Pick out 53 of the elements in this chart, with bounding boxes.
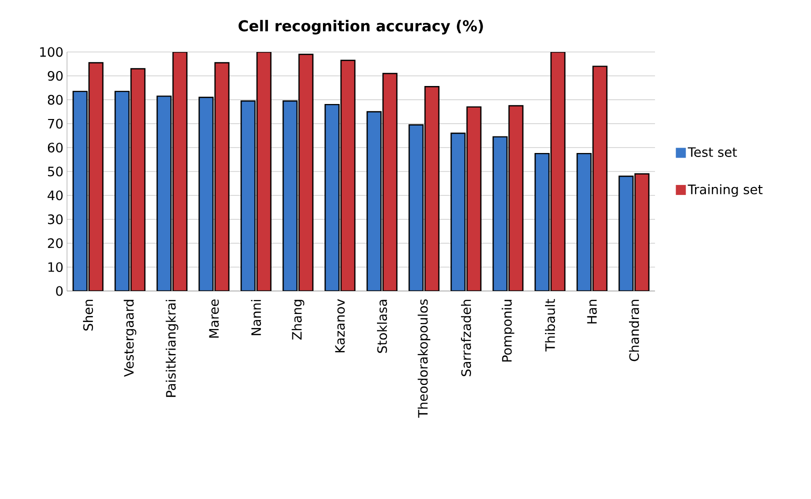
y-tick-label: 20: [48, 238, 63, 248]
y-tick-label: 40: [48, 190, 63, 200]
bar: [340, 60, 356, 291]
x-tick-label: Han: [587, 300, 597, 324]
bar: [466, 106, 482, 291]
bar: [592, 66, 608, 291]
x-tick-label: Theodorakopoulos: [418, 299, 430, 418]
x-tick-label: Chandran: [628, 300, 640, 362]
y-tick-label: 50: [48, 166, 63, 176]
y-tick-label: 100: [40, 47, 63, 57]
y-tick-label: 0: [56, 286, 63, 296]
bar: [534, 152, 550, 291]
bar: [508, 105, 524, 291]
bar: [576, 152, 592, 291]
bar: [634, 173, 650, 291]
bar: [366, 111, 382, 291]
x-tick-label: Thibault: [544, 299, 556, 352]
x-tick-label: Kazanov: [335, 299, 345, 352]
x-tick-label: Pomponiu: [502, 300, 514, 362]
bar: [130, 68, 146, 291]
x-tick-label: Maree: [209, 299, 219, 338]
x-tick-label: Sarrafzadeh: [460, 300, 472, 376]
bar: [114, 90, 130, 291]
legend-label: Training set: [688, 184, 763, 197]
y-tick-label: 60: [48, 142, 63, 152]
bar: [156, 96, 172, 291]
bar: [298, 54, 314, 291]
bar: [72, 90, 88, 291]
bar: [550, 52, 566, 291]
chart-title: Cell recognition accuracy (%): [238, 20, 483, 34]
legend-label: Test set: [688, 147, 737, 157]
bar: [256, 52, 272, 291]
y-tick-label: 30: [48, 214, 63, 224]
x-tick-label: Zhang: [292, 300, 304, 340]
bar: [198, 96, 214, 291]
x-tick-label: Stoklasa: [376, 300, 388, 353]
bar: [282, 100, 298, 291]
bar: [172, 52, 188, 291]
x-tick-label: Paisitkriangkrai: [166, 300, 178, 397]
y-tick-label: 80: [48, 94, 63, 105]
y-tick-label: 90: [48, 70, 63, 81]
bar: [240, 100, 256, 291]
bar: [424, 86, 440, 291]
y-tick-label: 10: [48, 262, 63, 272]
y-tick-label: 70: [48, 118, 63, 129]
bar: [408, 124, 424, 291]
x-tick-label: Nanni: [250, 300, 262, 336]
x-tick-label: Vestergaard: [124, 300, 136, 377]
bar: [214, 62, 230, 291]
bar: [324, 104, 340, 291]
x-tick-label: Shen: [82, 300, 94, 331]
bar: [88, 62, 104, 291]
bar: [382, 72, 398, 291]
